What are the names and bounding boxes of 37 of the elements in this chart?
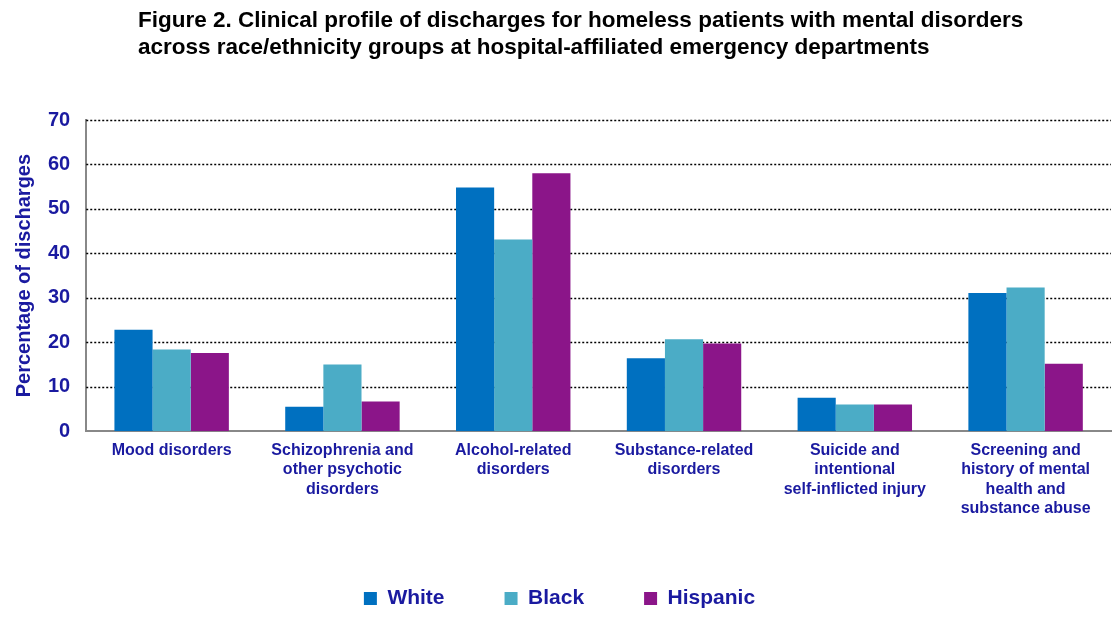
x-tick-label: Screening and history of mental health and substance abuse: [960, 441, 1091, 516]
bar: [968, 292, 1007, 432]
y-tick-label: 10: [48, 374, 71, 397]
y-tick-label: 40: [48, 240, 71, 263]
bar: [703, 343, 742, 432]
bar: [1006, 287, 1045, 432]
bar: [456, 187, 495, 432]
x-tick-label: Substance-related disorders: [614, 441, 754, 478]
bar: [361, 401, 400, 432]
legend-label: Hispanic: [667, 585, 756, 609]
bar: [1044, 363, 1083, 432]
legend-label: Black: [528, 585, 585, 609]
x-tick-label: Suicide and intentional self-inflicted injury: [783, 441, 927, 497]
x-tick-label: Schizophrenia and other psychotic disorders: [271, 441, 414, 497]
bar: [835, 404, 874, 432]
y-tick-label: 0: [59, 418, 71, 441]
bar: [152, 349, 191, 432]
y-tick-label: 50: [48, 196, 71, 219]
bar: [532, 173, 571, 432]
bar: [323, 364, 362, 432]
legend-label: White: [387, 585, 445, 609]
x-tick-label: Alcohol-related disorders: [454, 441, 572, 478]
bar: [190, 352, 229, 432]
chart-title: Figure 2. Clinical profile of discharges for homeless patients with mental disorders across race/ethnicity groups at hospital-affiliated emergency departments: [138, 6, 1025, 60]
bar: [114, 329, 153, 432]
bar: [494, 239, 533, 432]
bar: [626, 358, 665, 432]
bar: [664, 339, 704, 432]
y-axis-title: Percentage of discharges: [11, 153, 34, 398]
y-tick-label: 60: [48, 151, 71, 174]
y-tick-label: 20: [48, 329, 71, 352]
y-tick-label: 30: [48, 285, 71, 308]
x-tick-label: Mood disorders: [111, 441, 232, 459]
bar: [873, 404, 913, 432]
bar: [285, 406, 324, 432]
y-tick-label: 70: [48, 107, 71, 130]
bar: [797, 397, 836, 432]
